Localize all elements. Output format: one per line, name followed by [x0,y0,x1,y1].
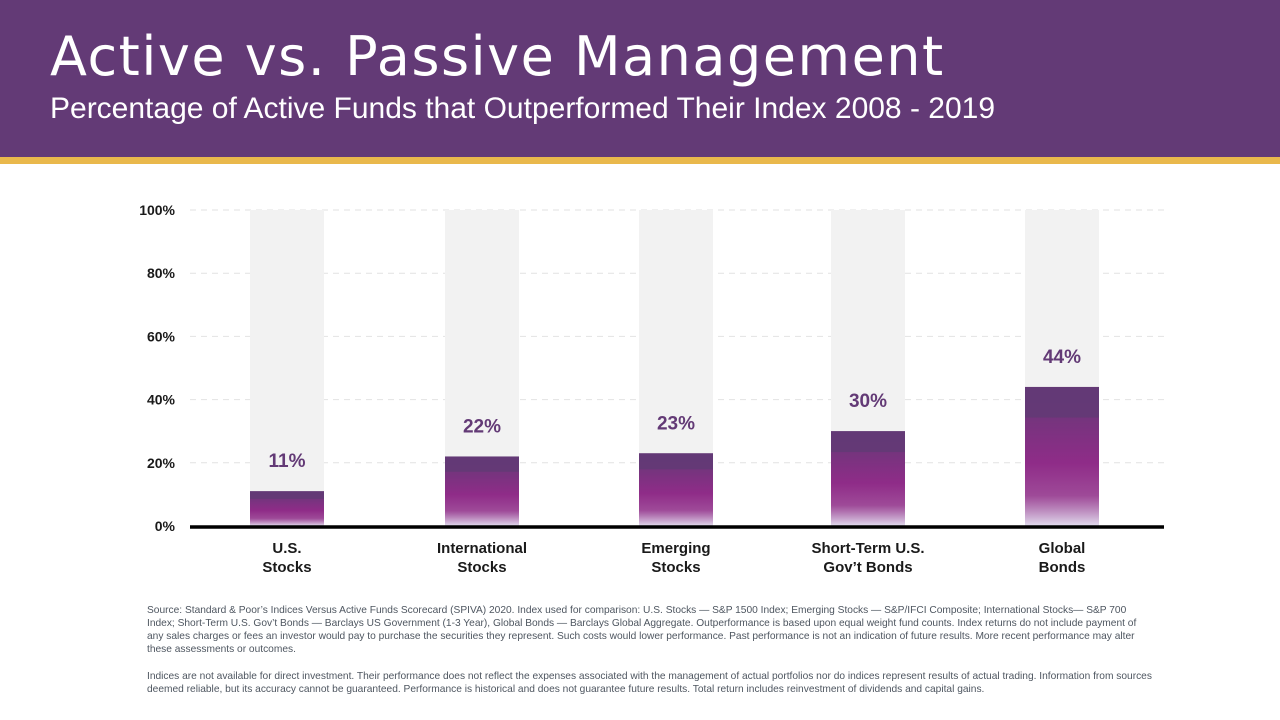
data-labels: 11% 22% 23% 30% 44% [269,347,1082,472]
bar-cap [831,431,905,453]
bar-cap [639,453,713,470]
y-tick-label: 20% [147,455,176,471]
y-tick-label: 100% [139,202,175,218]
x-tick-label: Global Bonds [1039,540,1086,576]
data-label: 30% [849,391,887,412]
data-label: 22% [463,416,501,437]
header-accent-stripe [0,157,1280,164]
y-axis-ticks: 0% 20% 40% 60% 80% 100% [139,202,175,534]
y-tick-label: 0% [155,518,176,534]
x-tick-label: International Stocks [437,540,527,576]
data-label: 11% [269,451,306,472]
bar-cap [445,456,519,472]
outperformance-bar-chart: 11% 22% 23% 30% 44% 0% 20% 40% 60% 80% 100% U.S. S… [139,202,1165,576]
source-footnote: Source: Standard & Poor’s Indices Versus… [147,605,1137,655]
bar-cap [250,491,324,499]
data-label: 44% [1043,347,1081,368]
y-tick-label: 80% [147,265,176,281]
x-axis-ticks: U.S. Stocks International Stocks Emerging Sto… [262,540,1085,576]
bars [250,386,1099,526]
bar-track [250,210,324,526]
y-tick-label: 60% [147,328,176,344]
disclaimer-footnote: Indices are not available for direct inv… [147,671,1152,695]
header-banner: Active vs. Passive Management Percentage… [0,0,1280,157]
x-tick-label: Short-Term U.S. Gov’t Bonds [811,540,924,576]
page-title: Active vs. Passive Management [50,25,945,88]
y-tick-label: 40% [147,392,176,408]
data-label: 23% [657,413,695,434]
x-tick-label: U.S. Stocks [262,540,311,576]
bar-cap [1025,386,1099,418]
page-subtitle: Percentage of Active Funds that Outperfo… [50,92,996,125]
x-tick-label: Emerging Stocks [641,540,710,576]
